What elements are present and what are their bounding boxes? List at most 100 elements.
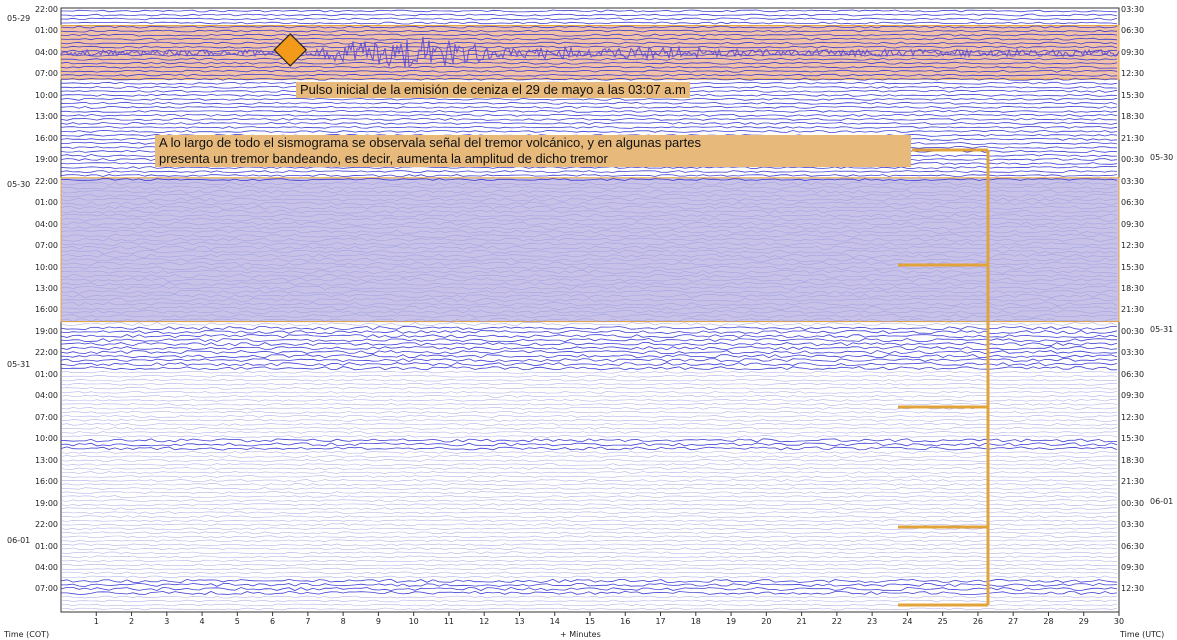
date-label-left: 05-30 <box>7 179 31 189</box>
date-label-left: 06-01 <box>7 535 31 545</box>
trace-line <box>60 29 1118 33</box>
date-label-right: 05-31 <box>1150 324 1174 334</box>
trace-line <box>60 467 1118 470</box>
y-tick-label-right: 21:30 <box>1121 477 1145 487</box>
trace-line <box>60 511 1118 515</box>
y-tick-label-right: 00:30 <box>1121 326 1145 336</box>
trace-line <box>60 174 1118 177</box>
y-tick-label-right: 09:30 <box>1121 562 1145 572</box>
x-tick-label: 2 <box>128 617 135 626</box>
trace-line <box>60 455 1118 458</box>
trace-line <box>60 17 1118 21</box>
trace-line <box>60 563 1117 567</box>
y-tick-label-left: 01:00 <box>34 26 58 36</box>
y-tick-label-left: 19:00 <box>34 155 58 165</box>
y-tick-label-right: 18:30 <box>1121 112 1145 122</box>
trace-line <box>60 334 1118 339</box>
trace-line <box>60 245 1118 250</box>
x-tick-label: 20 <box>761 617 772 626</box>
trace-line <box>60 310 1118 314</box>
trace-line <box>60 249 1118 254</box>
y-tick-label-left: 04:00 <box>34 47 58 57</box>
trace-line <box>60 105 1118 109</box>
trace-line <box>60 265 1118 270</box>
trace-line <box>60 435 1118 438</box>
y-tick-label-right: 12:30 <box>1121 412 1145 422</box>
x-tick-label: 19 <box>725 617 737 626</box>
y-tick-label-right: 00:30 <box>1121 155 1145 165</box>
trace-line <box>60 298 1118 302</box>
trace-line <box>60 193 1118 198</box>
x-axis-title: + Minutes <box>560 630 601 639</box>
trace-line <box>60 113 1118 117</box>
date-label-right: 05-30 <box>1150 153 1174 163</box>
trace-line <box>60 578 1118 583</box>
trace-line <box>60 65 1118 69</box>
x-tick-label: 28 <box>1043 617 1054 626</box>
trace-line <box>61 109 1118 113</box>
y-tick-label-left: 04:00 <box>34 391 58 401</box>
trace-line <box>60 378 1118 382</box>
y-tick-label-left: 01:00 <box>34 541 58 551</box>
trace-line <box>60 121 1118 125</box>
trace-line <box>60 507 1117 511</box>
trace-line <box>60 390 1118 394</box>
y-tick-label-right: 15:30 <box>1121 434 1145 444</box>
trace-line <box>60 13 1118 17</box>
trace-line <box>60 285 1118 290</box>
trace-line <box>60 170 1118 173</box>
x-tick-label: 12 <box>479 617 490 626</box>
y-tick-label-right: 18:30 <box>1121 283 1145 293</box>
trace-line <box>60 253 1118 258</box>
trace-line <box>60 69 1118 73</box>
y-tick-label-left: 16:00 <box>34 477 58 487</box>
x-tick-label: 17 <box>655 617 666 626</box>
highlight-band-tremor <box>60 177 1120 323</box>
trace-line <box>61 547 1118 551</box>
date-label-left: 05-29 <box>7 14 31 24</box>
y-tick-label-right: 12:30 <box>1121 241 1145 251</box>
trace-line <box>60 382 1118 386</box>
trace-line <box>60 535 1118 539</box>
trace-line <box>60 463 1118 466</box>
trace-line <box>60 354 1118 359</box>
y-tick-label-left: 01:00 <box>34 369 58 379</box>
x-tick-label: 3 <box>164 617 170 626</box>
trace-line <box>60 330 1118 335</box>
trace-line <box>60 595 1118 599</box>
trace-line <box>60 225 1118 230</box>
y-tick-label-left: 01:00 <box>34 198 58 208</box>
y-tick-label-left: 16:00 <box>34 133 58 143</box>
x-tick-label: 4 <box>199 617 205 626</box>
y-tick-label-right: 06:30 <box>1121 541 1145 551</box>
ash-emission-burst <box>60 36 1120 68</box>
trace-line <box>60 607 1118 611</box>
trace-line <box>60 342 1118 347</box>
trace-line <box>60 398 1118 402</box>
trace-line <box>60 479 1118 482</box>
trace-line <box>61 9 1118 13</box>
y-tick-label-left: 13:00 <box>34 455 58 465</box>
y-axis-title-left: Time (COT) <box>4 630 50 639</box>
y-tick-label-right: 06:30 <box>1121 369 1145 379</box>
trace-line <box>60 197 1118 202</box>
x-tick-label: 7 <box>305 617 311 626</box>
trace-line <box>60 350 1118 355</box>
trace-line <box>60 442 1118 447</box>
x-tick-label: 8 <box>340 617 346 626</box>
trace-line <box>60 559 1118 563</box>
trace-line <box>60 166 1118 169</box>
y-tick-label-left: 22:00 <box>34 348 58 358</box>
x-tick-label: 24 <box>902 617 913 626</box>
trace-line <box>61 471 1118 474</box>
trace-line <box>60 33 1118 37</box>
trace-line <box>60 233 1118 238</box>
trace-line <box>60 205 1118 210</box>
x-tick-label: 10 <box>408 617 419 626</box>
y-tick-label-left: 07:00 <box>34 241 58 251</box>
trace-line <box>60 527 1118 531</box>
trace-line <box>60 322 1118 326</box>
y-tick-label-left: 04:00 <box>34 219 58 229</box>
trace-line <box>60 338 1118 343</box>
y-tick-label-left: 07:00 <box>34 69 58 79</box>
